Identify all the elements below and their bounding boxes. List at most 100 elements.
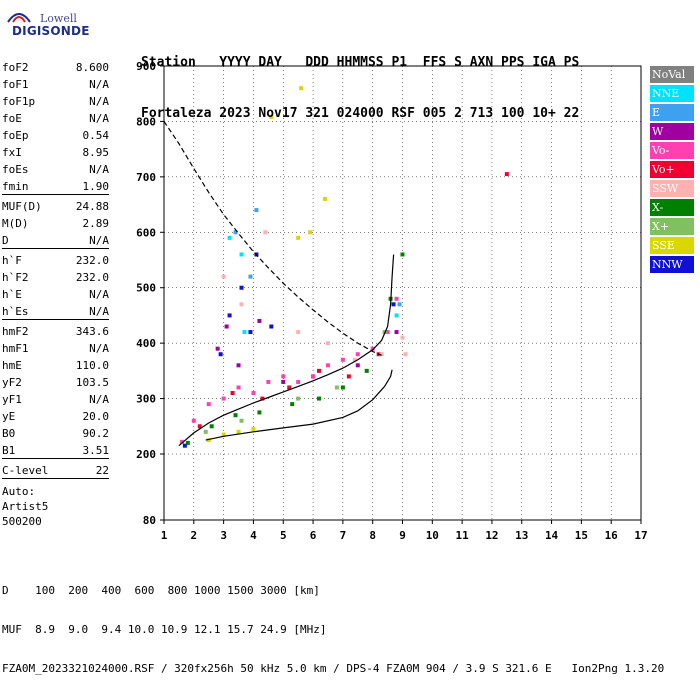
echo-point-vo- bbox=[296, 379, 301, 384]
y-tick-label: 800 bbox=[136, 115, 156, 128]
echo-point-nne bbox=[227, 235, 232, 240]
echo-point-sse bbox=[251, 427, 256, 432]
param-value: N/A bbox=[89, 78, 109, 91]
y-tick-label: 500 bbox=[136, 282, 156, 295]
legend-item: SSW bbox=[650, 180, 694, 197]
y-tick-label: 300 bbox=[136, 393, 156, 406]
echo-point-x- bbox=[239, 418, 244, 423]
param-value: 24.88 bbox=[75, 200, 109, 213]
echo-point-w bbox=[236, 363, 241, 368]
x-tick-label: 3 bbox=[220, 529, 227, 542]
param-label: B1 bbox=[2, 444, 16, 457]
echo-point-vo- bbox=[197, 424, 202, 429]
x-tick-label: 5 bbox=[280, 529, 287, 542]
x-tick-label: 12 bbox=[485, 529, 498, 542]
param-label: foF1p bbox=[2, 95, 36, 108]
footer-info: D 100 200 400 600 800 1000 1500 3000 [km… bbox=[2, 558, 664, 688]
echo-point-vo- bbox=[251, 391, 256, 396]
echo-point-nnw bbox=[227, 313, 232, 318]
echo-point-x- bbox=[290, 402, 295, 407]
param-row: MUF(D) 24.88 bbox=[2, 198, 109, 215]
param-value: N/A bbox=[89, 305, 109, 318]
logo-lowell-text: Lowell bbox=[40, 12, 77, 25]
param-label: foF2 bbox=[2, 61, 29, 74]
y-tick-label: 900 bbox=[136, 60, 156, 73]
param-value: 8.95 bbox=[82, 146, 110, 159]
legend-item: Vo- bbox=[650, 142, 694, 159]
param-row: foF2 8.600 bbox=[2, 59, 109, 76]
legend-item: NNE bbox=[650, 85, 694, 102]
param-label: M(D) bbox=[2, 217, 29, 230]
echo-point-vo- bbox=[266, 379, 271, 384]
echo-point-sse bbox=[296, 235, 301, 240]
legend-item: Vo+ bbox=[650, 161, 694, 178]
auto-program: Artist5 bbox=[2, 500, 49, 513]
param-label: fmin bbox=[2, 180, 29, 193]
file-info-row: FZA0M_2023321024000.RSF / 320fx256h 50 k… bbox=[2, 662, 665, 675]
echo-point-nnw bbox=[218, 352, 223, 357]
param-label: h`E bbox=[2, 288, 22, 301]
param-value: N/A bbox=[89, 288, 109, 301]
echo-point-w bbox=[355, 363, 360, 368]
x-tick-label: 14 bbox=[545, 529, 559, 542]
echo-point-vo- bbox=[236, 385, 241, 390]
echo-point-e bbox=[397, 302, 402, 307]
echo-point-vo- bbox=[340, 357, 345, 362]
param-value: N/A bbox=[89, 342, 109, 355]
param-row: fxI 8.95 bbox=[2, 144, 109, 161]
echo-point-w bbox=[257, 318, 262, 323]
param-row: foE N/A bbox=[2, 110, 109, 127]
echo-point-vo- bbox=[504, 172, 509, 177]
echo-point-sse bbox=[221, 432, 226, 437]
x-tick-label: 4 bbox=[250, 529, 257, 542]
param-row: D N/A bbox=[2, 232, 109, 249]
param-value: 232.0 bbox=[75, 254, 109, 267]
header-labels: Station YYYY DAY DDD HHMMSS P1 FFS S AXN… bbox=[141, 55, 580, 70]
echo-point-ssw bbox=[400, 335, 405, 340]
param-value: 1.90 bbox=[82, 180, 110, 193]
echo-point-x- bbox=[233, 413, 238, 418]
dashed-profile-line bbox=[163, 121, 382, 356]
param-label: D bbox=[2, 234, 9, 247]
echo-point-sse bbox=[269, 114, 274, 119]
header-values: Fortaleza 2023 Nov17 321 024000 RSF 005 … bbox=[141, 106, 580, 121]
param-label: foE bbox=[2, 112, 22, 125]
x-tick-label: 1 bbox=[161, 529, 168, 542]
param-label: hmE bbox=[2, 359, 22, 372]
echo-point-sse bbox=[322, 197, 327, 202]
echo-point-vo- bbox=[179, 439, 184, 444]
x-tick-label: 6 bbox=[310, 529, 317, 542]
param-label: yF2 bbox=[2, 376, 22, 389]
param-row: C-level 22 bbox=[2, 462, 109, 479]
trace-line bbox=[178, 254, 395, 447]
x-tick-label: 9 bbox=[399, 529, 406, 542]
param-value: N/A bbox=[89, 112, 109, 125]
y-tick-label: 700 bbox=[136, 171, 156, 184]
x-tick-label: 2 bbox=[191, 529, 198, 542]
muf-row: MUF 8.9 9.0 9.4 10.0 10.9 12.1 15.7 24.9… bbox=[2, 623, 327, 636]
echo-point-ssw bbox=[239, 302, 244, 307]
x-tick-label: 8 bbox=[369, 529, 376, 542]
y-tick-label: 80 bbox=[143, 514, 156, 527]
param-row: yF2 103.5 bbox=[2, 374, 109, 391]
echo-point-x- bbox=[185, 440, 190, 445]
echo-point-x- bbox=[340, 385, 345, 390]
echo-point-x- bbox=[257, 410, 262, 415]
echo-point-vo- bbox=[346, 374, 351, 379]
echo-point-ssw bbox=[263, 230, 268, 235]
param-row: hmF1 N/A bbox=[2, 340, 109, 357]
distance-row: D 100 200 400 600 800 1000 1500 3000 [km… bbox=[2, 584, 320, 597]
digisonde-logo-icon bbox=[7, 13, 31, 23]
param-value: 232.0 bbox=[75, 271, 109, 284]
param-value: 103.5 bbox=[75, 376, 109, 389]
echo-point-vo- bbox=[260, 396, 265, 401]
echo-point-ssw bbox=[296, 330, 301, 335]
echo-point-w bbox=[394, 330, 399, 335]
echo-point-vo- bbox=[355, 352, 360, 357]
station-header: Station YYYY DAY DDD HHMMSS P1 FFS S AXN… bbox=[141, 20, 579, 139]
echo-point-sse bbox=[299, 86, 304, 91]
echo-point-ssw bbox=[352, 357, 357, 362]
echo-point-sse bbox=[308, 230, 313, 235]
legend-item: E bbox=[650, 104, 694, 121]
echo-point-nnw bbox=[182, 443, 187, 448]
